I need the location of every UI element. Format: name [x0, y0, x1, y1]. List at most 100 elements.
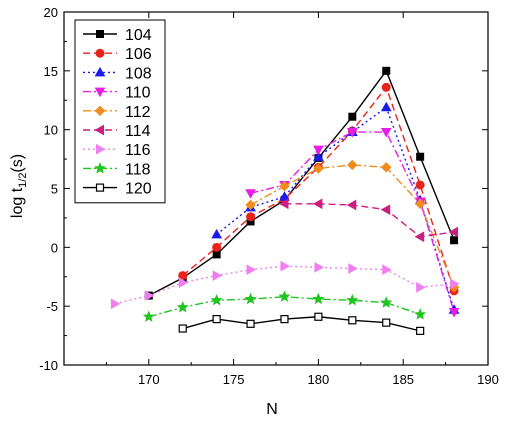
data-point	[246, 319, 255, 328]
data-point	[212, 250, 221, 259]
legend-label: 108	[125, 65, 152, 82]
data-point	[246, 212, 256, 222]
series-line	[284, 203, 455, 238]
series-116	[110, 260, 460, 310]
data-point	[279, 191, 290, 201]
legend-marker	[96, 30, 104, 38]
data-point	[380, 101, 392, 112]
data-point	[144, 290, 155, 301]
axis-tick-labels: 170 175 180 185 190 -10 -5 0 5 10 15 20	[39, 5, 499, 387]
data-point	[278, 198, 289, 210]
data-point	[246, 264, 257, 276]
data-point	[312, 198, 323, 210]
x-tick-label: 190	[477, 372, 499, 387]
data-point	[416, 281, 426, 293]
x-tick-label: 185	[392, 372, 414, 387]
legend-label: 114	[125, 123, 151, 140]
data-point	[314, 261, 324, 273]
legend-item: 108	[83, 65, 152, 82]
y-tick-label: 5	[51, 182, 58, 197]
x-tick-label: 170	[138, 372, 160, 387]
legend-label: 118	[125, 161, 151, 178]
legend: 104 106 108 110 112 114 116 118 120	[74, 19, 166, 204]
legend-item: 112	[83, 104, 151, 121]
data-point	[414, 231, 425, 243]
data-point	[380, 128, 392, 138]
data-point	[210, 293, 223, 306]
series-120	[178, 312, 425, 335]
y-tick-label: 0	[51, 240, 58, 255]
data-point	[313, 151, 324, 161]
data-point	[313, 145, 324, 156]
legend-item: 118	[83, 161, 151, 178]
data-point	[346, 199, 357, 211]
data-point	[416, 326, 425, 335]
y-tick-label: -10	[39, 358, 58, 373]
series-line	[148, 69, 455, 297]
legend-marker	[96, 143, 106, 155]
legend-marker	[94, 66, 106, 77]
data-point	[448, 308, 460, 318]
y-tick-label: 20	[44, 5, 58, 20]
y-axis-title: log t1/2(s)	[9, 154, 29, 218]
legend-label: 120	[125, 181, 152, 198]
legend-label: 104	[125, 27, 152, 44]
data-point	[416, 152, 425, 161]
data-point	[348, 112, 357, 121]
data-point	[313, 163, 324, 174]
series-110	[245, 128, 460, 318]
y-tick-label: -5	[46, 299, 58, 314]
legend-marker	[94, 87, 106, 98]
data-point	[312, 292, 325, 305]
data-point	[279, 180, 290, 192]
y-tick-label: 15	[44, 64, 58, 79]
series-layer	[110, 66, 460, 335]
y-axis-title-main: log t	[9, 187, 26, 218]
data-point	[347, 159, 358, 171]
data-point	[380, 204, 391, 216]
series-118	[142, 290, 427, 322]
data-point	[176, 301, 189, 313]
data-point	[280, 315, 289, 324]
data-point	[348, 316, 357, 325]
legend-label: 106	[125, 46, 152, 63]
x-tick-label: 175	[223, 372, 245, 387]
data-point	[212, 242, 222, 252]
data-point	[244, 292, 257, 305]
series-106	[178, 82, 459, 296]
data-point	[382, 66, 391, 75]
data-point	[110, 298, 121, 310]
data-point	[415, 180, 425, 190]
legend-marker	[94, 162, 106, 174]
data-point	[278, 290, 291, 302]
data-point	[448, 226, 459, 238]
series-line	[148, 296, 421, 318]
legend-label: 116	[125, 142, 151, 159]
legend-label: 112	[125, 104, 151, 121]
data-point	[212, 315, 221, 324]
data-point	[382, 318, 391, 327]
axis-ticks	[63, 11, 489, 366]
legend-marker	[95, 183, 105, 192]
legend-item: 110	[83, 85, 151, 102]
legend-item: 104	[83, 27, 152, 44]
data-point	[450, 236, 459, 245]
series-114	[278, 198, 459, 243]
y-axis-title-subscript: 1/2	[17, 173, 29, 188]
legend-marker	[95, 48, 105, 58]
series-112	[245, 159, 460, 293]
x-tick-label: 180	[308, 372, 330, 387]
data-point	[450, 278, 460, 290]
data-point	[211, 228, 222, 239]
legend-label: 110	[125, 85, 151, 102]
data-point	[178, 324, 187, 333]
data-point	[381, 82, 391, 92]
legend-marker	[94, 124, 104, 136]
data-point	[346, 128, 358, 138]
data-point	[245, 189, 256, 199]
y-tick-label: 10	[44, 123, 58, 138]
data-point	[382, 264, 392, 276]
x-axis-title: N	[266, 401, 278, 418]
data-point	[380, 296, 393, 308]
